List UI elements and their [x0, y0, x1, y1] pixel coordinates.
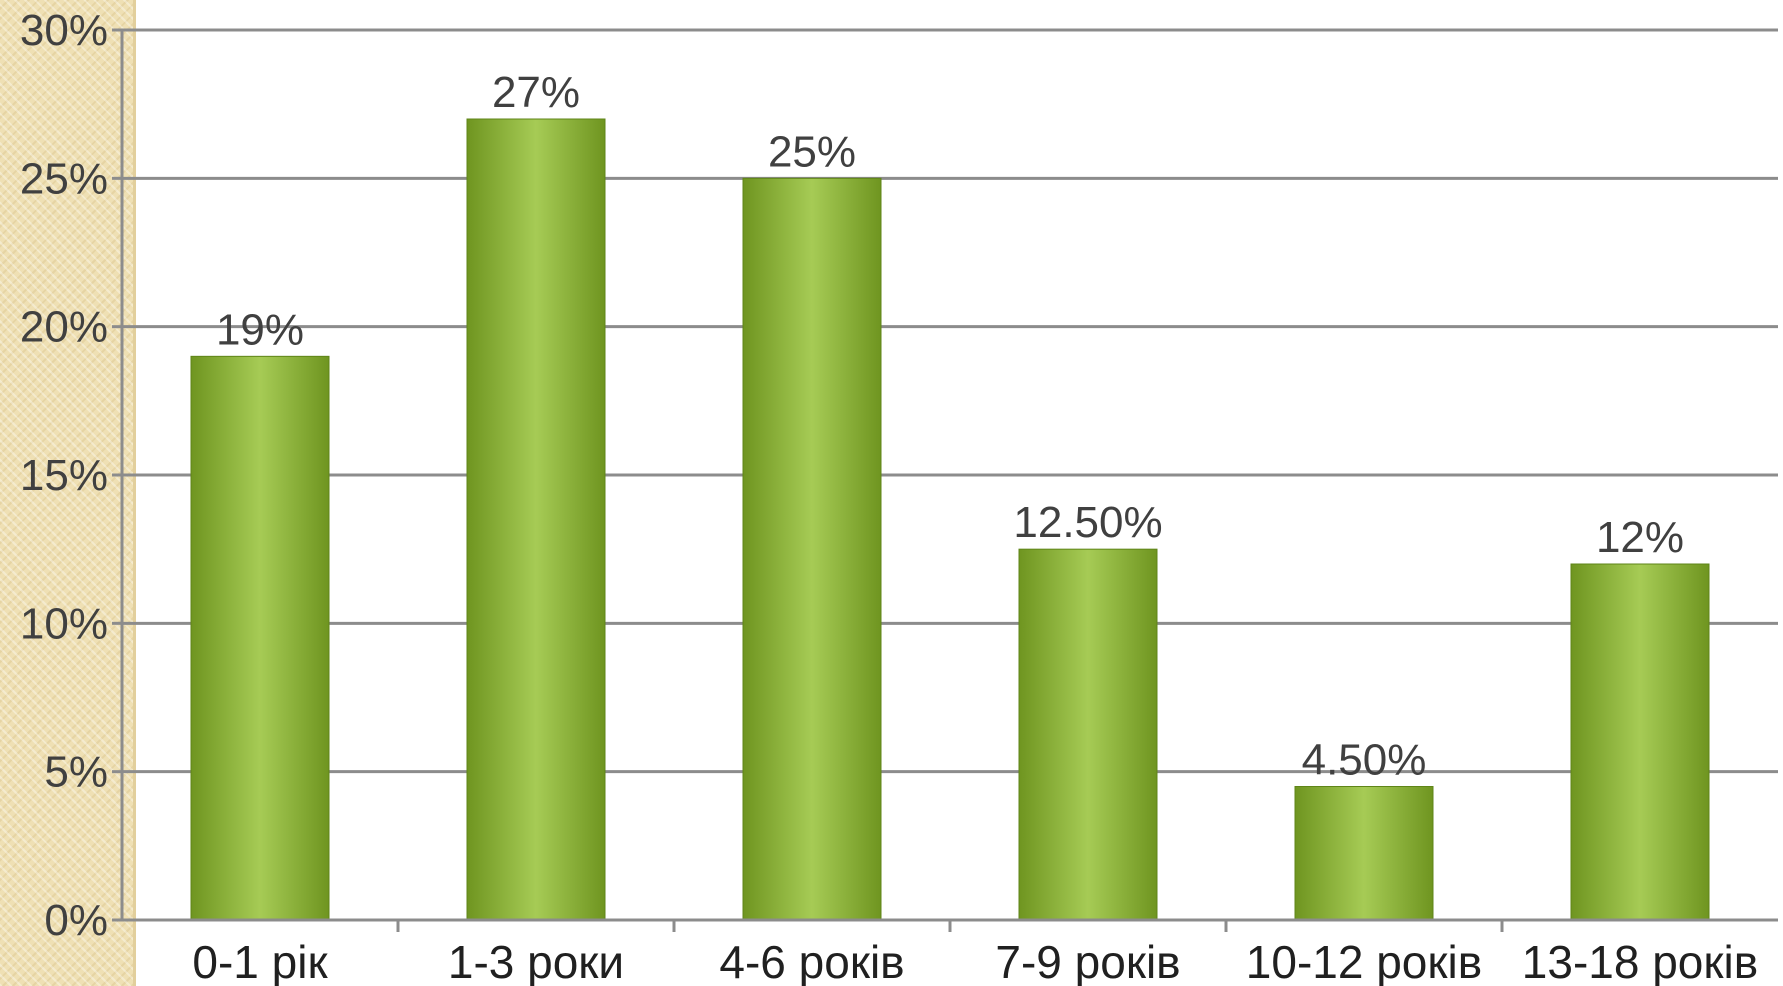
- data-labels: 19% 27% 25% 12.50% 4.50% 12%: [216, 68, 1684, 785]
- data-label: 12.50%: [1013, 498, 1162, 547]
- axes: [112, 30, 1778, 922]
- y-tick-label: 25%: [20, 154, 108, 203]
- data-label: 12%: [1596, 513, 1684, 562]
- x-tick-label: 0-1 рік: [192, 936, 328, 986]
- bar: [190, 355, 330, 921]
- y-tick-label: 0%: [44, 896, 108, 945]
- bar: [1018, 548, 1158, 921]
- bar: [1294, 786, 1434, 921]
- data-label: 4.50%: [1302, 736, 1427, 785]
- decorative-left-strip: [0, 0, 136, 986]
- y-axis-ticks: 0% 5% 10% 15% 20% 25% 30%: [20, 6, 122, 945]
- y-tick-label: 30%: [20, 6, 108, 55]
- x-tick-label: 4-6 років: [719, 936, 904, 986]
- data-label: 19%: [216, 305, 304, 354]
- gridlines: [122, 28, 1778, 774]
- x-tick-label: 10-12 років: [1246, 936, 1482, 986]
- bar: [742, 177, 882, 921]
- data-label: 25%: [768, 127, 856, 176]
- data-label: 27%: [492, 68, 580, 117]
- bar: [1570, 563, 1710, 921]
- y-tick-label: 15%: [20, 451, 108, 500]
- y-tick-label: 10%: [20, 599, 108, 648]
- bars: [190, 118, 1710, 921]
- x-tick-label: 1-3 роки: [448, 936, 624, 986]
- bar: [466, 118, 606, 921]
- x-tick-label: 7-9 років: [995, 936, 1180, 986]
- y-tick-label: 5%: [44, 748, 108, 797]
- x-axis-ticks: 0-1 рік 1-3 роки 4-6 років 7-9 років 10-12 р…: [192, 920, 1758, 986]
- x-tick-label: 13-18 років: [1522, 936, 1758, 986]
- y-tick-label: 20%: [20, 303, 108, 352]
